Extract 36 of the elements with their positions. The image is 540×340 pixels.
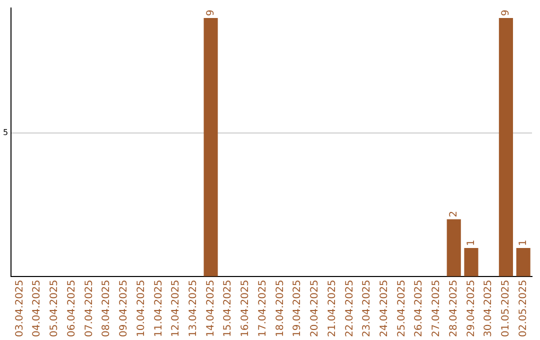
x-tick-label: 29.04.2025 [466,280,477,338]
y-tick-label: 5 [2,128,8,138]
x-tick-label: 30.04.2025 [483,280,494,338]
x-tick-label: 17.04.2025 [257,280,268,338]
data-label: 9 [205,10,216,16]
x-tick-label: 02.05.2025 [518,280,529,338]
x-tick-label: 25.04.2025 [396,280,408,338]
x-tick-label: 15.04.2025 [222,280,234,338]
data-label: 1 [466,240,477,246]
x-tick-label: 01.05.2025 [500,280,512,338]
x-tick-label: 04.04.2025 [32,280,43,338]
data-label: 2 [448,210,460,218]
x-tick-label: 28.04.2025 [448,280,460,338]
x-tick-label: 07.04.2025 [84,280,95,338]
x-tick-label: 11.04.2025 [153,280,164,338]
x-tick-label: 09.04.2025 [118,280,130,338]
data-label: 1 [518,240,529,246]
x-tick-label: 19.04.2025 [292,280,304,338]
x-tick-label: 12.04.2025 [170,280,182,338]
x-tick-label: 13.04.2025 [188,280,199,338]
x-tick-label: 24.04.2025 [379,280,390,338]
x-tick-label: 06.04.2025 [66,280,78,338]
x-tick-label: 22.04.2025 [344,280,356,338]
x-tick-label: 14.04.2025 [205,280,216,338]
x-tick-label: 21.04.2025 [326,280,338,338]
x-tick-label: 18.04.2025 [274,280,286,338]
x-tick-label: 26.04.2025 [414,280,425,338]
x-tick-label: 03.04.2025 [14,280,26,338]
x-tick-label: 20.04.2025 [310,280,321,338]
x-tick-label: 08.04.2025 [101,280,112,338]
data-label: 9 [500,10,512,16]
x-tick-label: 10.04.2025 [136,280,147,338]
x-tick-label: 23.04.2025 [362,280,373,338]
x-tick-label: 16.04.2025 [240,280,252,338]
x-tick-label: 05.04.2025 [49,280,60,338]
x-tick-label: 27.04.2025 [431,280,442,338]
